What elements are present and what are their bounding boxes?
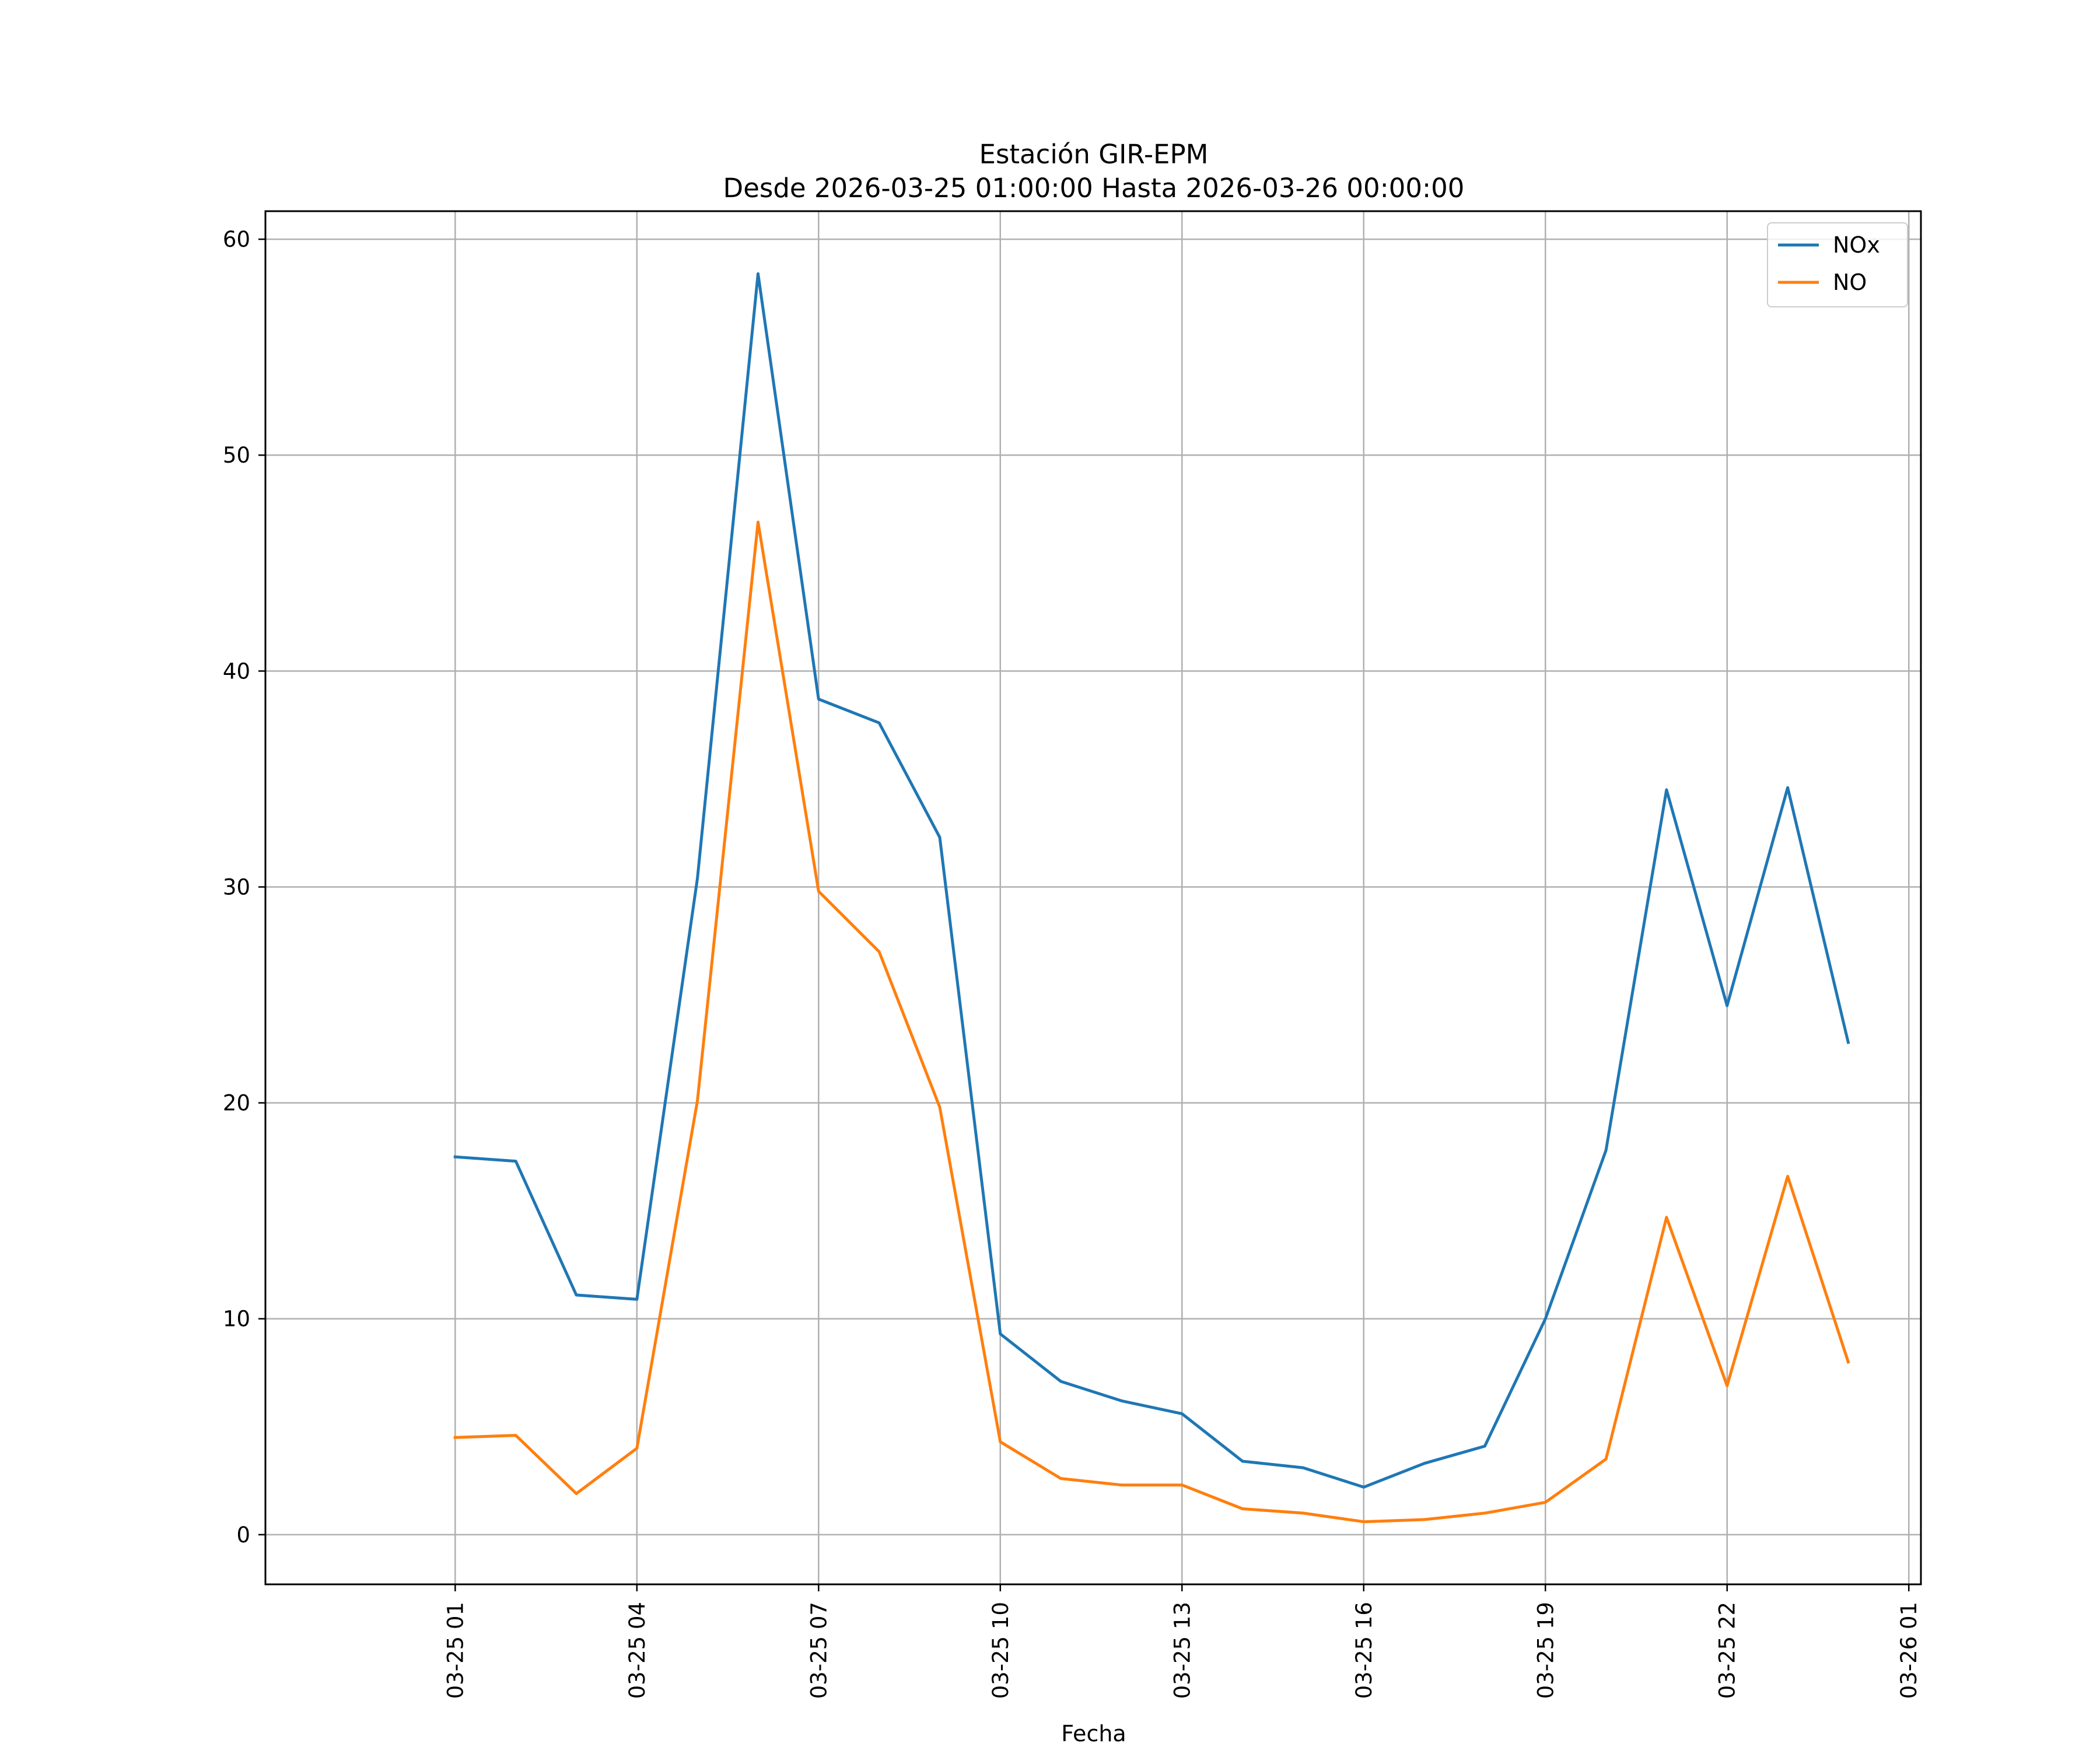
series-line-no: [453, 520, 1850, 1524]
y-tick-label: 20: [223, 1091, 250, 1116]
x-tick-label: 03-25 16: [1352, 1602, 1377, 1699]
legend-label-no: NO: [1833, 270, 1867, 295]
plot-frame: [264, 210, 1922, 1586]
x-axis-label: Fecha: [1061, 1721, 1126, 1746]
x-tick-label: 03-25 22: [1715, 1602, 1740, 1699]
chart-title: Estación GIR-EPM: [979, 139, 1209, 170]
y-tick-label: 30: [223, 874, 250, 900]
x-tick-label: 03-25 19: [1533, 1602, 1558, 1699]
plot-lines: [453, 272, 1850, 1524]
series-line-nox: [453, 272, 1850, 1489]
x-tick-label: 03-25 01: [443, 1602, 468, 1699]
y-tick-label: 60: [223, 227, 250, 252]
x-tick-label: 03-25 13: [1170, 1602, 1195, 1699]
y-tick-label: 40: [223, 659, 250, 684]
x-tick-label: 03-25 10: [988, 1602, 1013, 1699]
grid: [265, 211, 1921, 1584]
legend-label-nox: NOx: [1833, 232, 1880, 258]
x-tick-label: 03-25 04: [625, 1602, 650, 1699]
y-tick-label: 50: [223, 443, 250, 468]
chart-subtitle: Desde 2026-03-25 01:00:00 Hasta 2026-03-…: [723, 173, 1465, 204]
axis-ticks: 03-25 01 03-25 04 03-25 07 03-25 10 03-25 13…: [223, 227, 1922, 1699]
x-tick-label: 03-25 07: [806, 1602, 831, 1699]
legend: NOx NO: [1767, 222, 1908, 307]
x-tick-label: 03-26 01: [1896, 1602, 1922, 1699]
y-tick-label: 0: [236, 1522, 250, 1548]
y-tick-label: 10: [223, 1307, 250, 1332]
